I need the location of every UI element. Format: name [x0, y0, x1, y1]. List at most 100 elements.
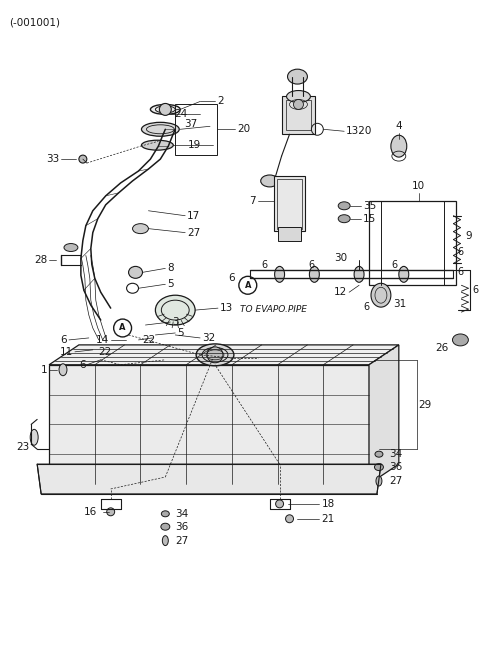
- Text: (-001001): (-001001): [9, 17, 60, 27]
- Ellipse shape: [338, 202, 350, 210]
- Ellipse shape: [156, 295, 195, 325]
- Ellipse shape: [338, 215, 350, 223]
- Text: 6: 6: [79, 360, 86, 370]
- Polygon shape: [37, 464, 381, 494]
- Ellipse shape: [453, 334, 468, 346]
- Text: 1: 1: [40, 365, 47, 375]
- Text: 17: 17: [187, 211, 201, 221]
- Text: 34: 34: [389, 449, 402, 459]
- Text: 29: 29: [419, 400, 432, 409]
- Text: 16: 16: [84, 507, 97, 517]
- Ellipse shape: [371, 283, 391, 307]
- Ellipse shape: [59, 364, 67, 376]
- Text: A: A: [244, 281, 251, 290]
- Text: 21: 21: [321, 514, 335, 524]
- Text: 15: 15: [363, 214, 376, 224]
- Text: 27: 27: [389, 476, 402, 486]
- Text: 6: 6: [392, 261, 398, 271]
- Text: 6: 6: [363, 302, 369, 312]
- Text: 2: 2: [217, 96, 224, 107]
- Ellipse shape: [288, 69, 307, 84]
- Text: 34: 34: [175, 509, 189, 519]
- Ellipse shape: [132, 223, 148, 234]
- Text: 20: 20: [237, 124, 250, 134]
- Text: 3: 3: [172, 317, 179, 327]
- Ellipse shape: [161, 511, 169, 517]
- Bar: [175, 104, 217, 155]
- Text: 6: 6: [472, 285, 479, 295]
- Text: 9: 9: [466, 231, 472, 240]
- Circle shape: [293, 100, 303, 109]
- Ellipse shape: [64, 244, 78, 252]
- Ellipse shape: [150, 104, 180, 115]
- Text: 22: 22: [143, 335, 156, 345]
- Text: 24: 24: [174, 109, 187, 119]
- Text: 10: 10: [412, 181, 425, 191]
- Ellipse shape: [276, 500, 284, 508]
- Ellipse shape: [286, 515, 293, 523]
- Text: 6: 6: [308, 261, 314, 271]
- Text: 11: 11: [60, 347, 73, 357]
- Ellipse shape: [376, 476, 382, 486]
- Text: 6: 6: [228, 273, 235, 284]
- Ellipse shape: [399, 267, 409, 282]
- Bar: [286, 100, 312, 130]
- Text: 36: 36: [175, 522, 189, 532]
- Ellipse shape: [261, 175, 278, 187]
- Text: 7: 7: [249, 196, 256, 206]
- Bar: [282, 96, 315, 134]
- Bar: [277, 227, 301, 240]
- Ellipse shape: [275, 267, 285, 282]
- Ellipse shape: [391, 135, 407, 157]
- Text: 33: 33: [46, 154, 59, 164]
- Ellipse shape: [196, 344, 234, 365]
- Text: 35: 35: [363, 201, 376, 211]
- Text: 28: 28: [34, 255, 47, 265]
- Ellipse shape: [310, 267, 319, 282]
- Text: 32: 32: [202, 333, 216, 343]
- Text: 6: 6: [457, 267, 464, 277]
- Polygon shape: [49, 345, 399, 365]
- Text: 12: 12: [334, 288, 347, 297]
- Text: A: A: [120, 324, 126, 333]
- Text: 5: 5: [177, 328, 184, 338]
- Text: 19: 19: [188, 140, 201, 150]
- Text: 6: 6: [457, 248, 464, 257]
- Ellipse shape: [107, 508, 115, 515]
- Text: 27: 27: [175, 536, 189, 546]
- Text: 4: 4: [396, 121, 402, 131]
- Circle shape: [207, 347, 223, 363]
- Text: 6: 6: [262, 261, 268, 271]
- Circle shape: [159, 103, 171, 115]
- Text: 36: 36: [389, 462, 402, 472]
- Text: 31: 31: [393, 299, 406, 309]
- Ellipse shape: [375, 451, 383, 457]
- Text: 23: 23: [16, 442, 29, 452]
- Ellipse shape: [374, 464, 384, 470]
- Text: 14: 14: [96, 335, 108, 345]
- Text: 26: 26: [435, 343, 448, 353]
- Ellipse shape: [142, 140, 173, 150]
- Text: 37: 37: [184, 119, 197, 129]
- Polygon shape: [49, 365, 369, 484]
- Bar: [369, 201, 456, 286]
- Text: 6: 6: [60, 335, 67, 345]
- Text: 1320: 1320: [346, 126, 372, 136]
- Text: 5: 5: [168, 279, 174, 290]
- Text: 8: 8: [168, 263, 174, 273]
- Ellipse shape: [30, 429, 38, 445]
- Bar: [276, 179, 302, 229]
- Ellipse shape: [162, 536, 168, 546]
- Text: 22: 22: [98, 347, 111, 357]
- Ellipse shape: [129, 267, 143, 278]
- Text: 13: 13: [220, 303, 233, 313]
- Polygon shape: [369, 345, 399, 484]
- Ellipse shape: [142, 122, 179, 136]
- Ellipse shape: [354, 267, 364, 282]
- Text: TO EVAPO.PIPE: TO EVAPO.PIPE: [240, 305, 307, 314]
- Text: 18: 18: [321, 499, 335, 509]
- Circle shape: [79, 155, 87, 163]
- Bar: [274, 176, 305, 231]
- Text: 30: 30: [334, 253, 347, 263]
- Ellipse shape: [161, 523, 170, 530]
